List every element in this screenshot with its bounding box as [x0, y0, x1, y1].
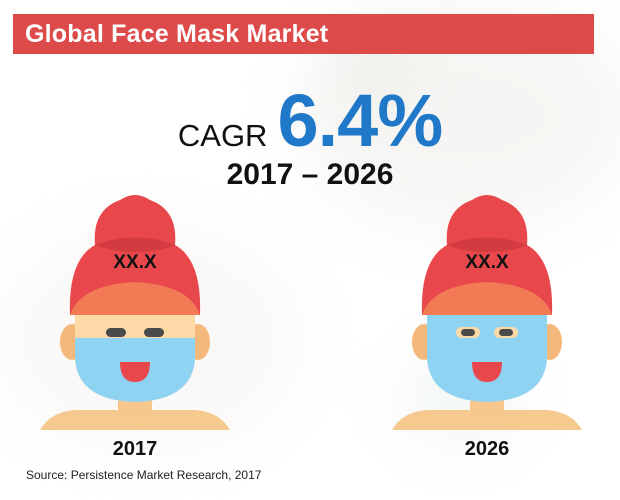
- year-label-2026: 2026: [464, 438, 510, 460]
- figure-value: XX.X: [113, 252, 157, 273]
- woman-towel-face-mask-icon: [40, 195, 230, 430]
- forecast-period: 2017 – 2026: [226, 158, 394, 191]
- figure-2017: XX.X: [40, 190, 230, 430]
- figure-value: XX.X: [465, 252, 509, 273]
- year-label-2017: 2017: [112, 438, 158, 460]
- title-banner: Global Face Mask Market: [13, 14, 594, 54]
- cagr-value: 6.4%: [277, 79, 443, 162]
- cagr-row: CAGR 6.4%: [0, 84, 620, 158]
- figure-2026: XX.X: [392, 190, 582, 430]
- cagr-label: CAGR: [177, 118, 268, 153]
- woman-towel-face-mask-icon: [392, 195, 582, 430]
- page-title: Global Face Mask Market: [25, 19, 329, 48]
- source-note: Source: Persistence Market Research, 201…: [26, 468, 262, 482]
